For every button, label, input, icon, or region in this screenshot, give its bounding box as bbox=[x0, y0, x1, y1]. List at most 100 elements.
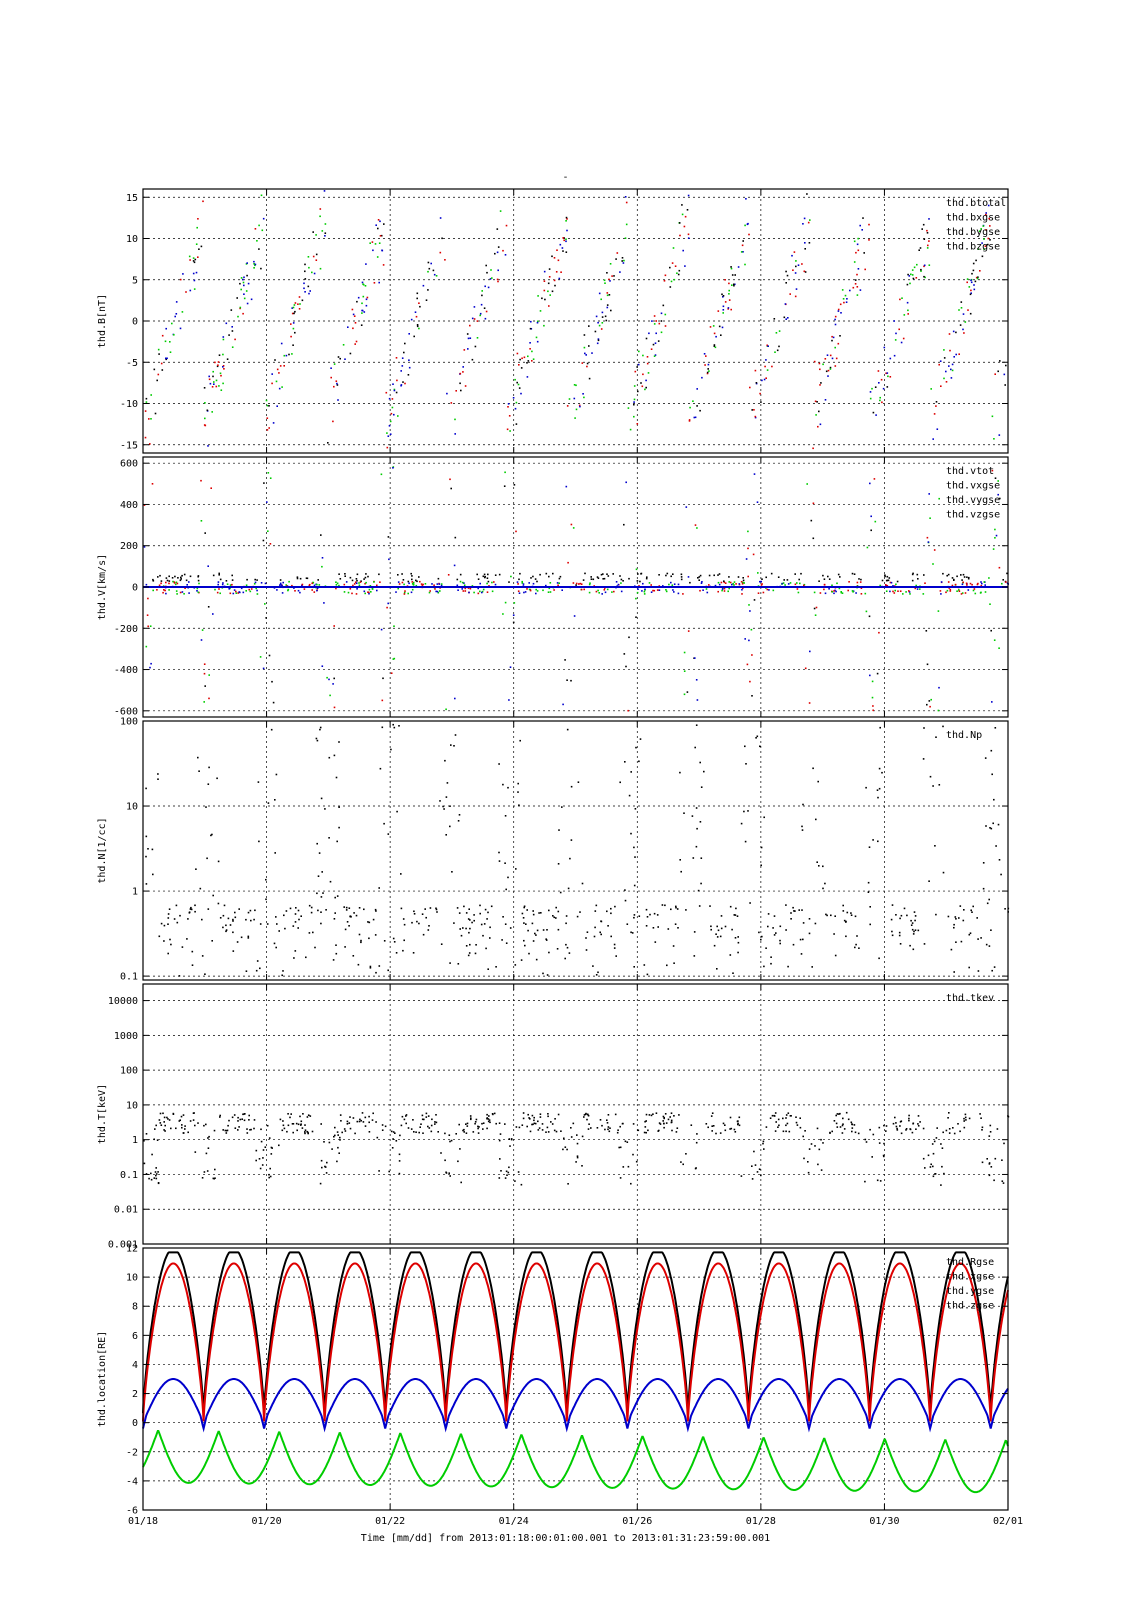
data-point bbox=[203, 663, 206, 665]
data-point bbox=[713, 344, 716, 346]
data-point bbox=[692, 857, 695, 859]
data-point bbox=[720, 915, 723, 917]
data-point bbox=[295, 907, 297, 909]
data-point bbox=[160, 922, 163, 925]
data-point bbox=[358, 907, 361, 909]
data-point bbox=[159, 574, 161, 577]
data-point bbox=[538, 912, 540, 914]
data-point bbox=[729, 905, 732, 908]
data-point bbox=[146, 614, 149, 616]
data-point bbox=[834, 365, 837, 367]
data-point bbox=[583, 396, 585, 399]
data-point bbox=[239, 306, 242, 309]
data-point bbox=[696, 527, 698, 529]
data-point bbox=[202, 200, 204, 203]
data-point bbox=[942, 871, 945, 874]
data-point bbox=[184, 1128, 186, 1130]
data-point bbox=[504, 862, 506, 864]
data-point bbox=[591, 352, 593, 354]
data-point bbox=[156, 379, 158, 382]
data-point bbox=[378, 887, 380, 889]
data-point bbox=[785, 929, 787, 931]
data-point bbox=[911, 573, 914, 576]
data-point bbox=[870, 529, 872, 532]
data-point bbox=[724, 582, 727, 584]
data-point bbox=[823, 584, 826, 586]
data-point bbox=[200, 479, 202, 482]
data-point bbox=[294, 913, 297, 915]
data-point bbox=[486, 582, 488, 585]
data-point bbox=[345, 581, 348, 583]
data-point bbox=[652, 927, 655, 929]
data-point bbox=[620, 590, 623, 593]
data-point bbox=[956, 575, 958, 578]
data-point bbox=[294, 921, 297, 923]
data-point bbox=[704, 364, 706, 366]
data-point bbox=[422, 583, 424, 586]
data-point bbox=[782, 1130, 785, 1133]
data-point bbox=[469, 337, 472, 339]
data-point bbox=[678, 269, 681, 272]
data-point bbox=[401, 1115, 404, 1118]
data-point bbox=[305, 956, 307, 959]
data-point bbox=[613, 947, 616, 949]
data-point bbox=[145, 645, 148, 648]
data-point bbox=[459, 1148, 461, 1150]
data-point bbox=[145, 835, 148, 838]
data-point bbox=[302, 1113, 304, 1115]
data-point bbox=[155, 1124, 157, 1127]
data-point bbox=[268, 427, 270, 429]
data-point bbox=[585, 354, 587, 356]
data-point bbox=[800, 953, 803, 955]
data-point bbox=[373, 282, 376, 284]
data-point bbox=[775, 932, 777, 934]
data-point bbox=[712, 1125, 715, 1127]
data-point bbox=[928, 264, 931, 266]
data-point bbox=[621, 260, 623, 262]
data-point bbox=[764, 365, 766, 368]
data-point bbox=[363, 311, 366, 313]
data-point bbox=[518, 364, 520, 366]
data-point bbox=[988, 1135, 991, 1137]
data-point bbox=[636, 591, 639, 594]
data-point bbox=[223, 904, 226, 907]
data-point bbox=[960, 574, 962, 576]
data-point bbox=[197, 591, 200, 594]
data-point bbox=[572, 582, 575, 584]
data-point bbox=[507, 403, 510, 405]
data-point bbox=[225, 322, 228, 325]
data-point bbox=[416, 325, 419, 328]
data-point bbox=[515, 868, 517, 870]
data-point bbox=[633, 914, 636, 916]
data-point bbox=[645, 386, 647, 389]
data-point bbox=[468, 908, 470, 910]
x-tick-label: 01/30 bbox=[869, 1516, 899, 1527]
data-point bbox=[334, 1126, 336, 1129]
data-point bbox=[950, 948, 953, 951]
data-point bbox=[496, 251, 499, 254]
data-point bbox=[378, 281, 380, 284]
data-point bbox=[699, 761, 701, 764]
data-point bbox=[681, 213, 684, 216]
data-point bbox=[217, 581, 220, 583]
data-point bbox=[664, 325, 667, 327]
data-point bbox=[295, 1122, 298, 1125]
data-point bbox=[479, 314, 481, 317]
data-point bbox=[1001, 582, 1003, 585]
data-point bbox=[278, 372, 280, 374]
data-point bbox=[710, 928, 712, 931]
data-point bbox=[928, 880, 930, 882]
data-point bbox=[986, 902, 989, 905]
data-point bbox=[288, 580, 290, 583]
data-point bbox=[144, 410, 147, 412]
data-point bbox=[586, 1118, 588, 1121]
data-point bbox=[528, 582, 530, 584]
data-point bbox=[449, 805, 451, 807]
data-point bbox=[198, 770, 200, 772]
data-point bbox=[751, 654, 753, 656]
data-point bbox=[818, 580, 820, 582]
data-point bbox=[469, 1115, 472, 1117]
data-point bbox=[886, 386, 889, 388]
data-point bbox=[300, 915, 302, 917]
data-point bbox=[787, 583, 790, 585]
